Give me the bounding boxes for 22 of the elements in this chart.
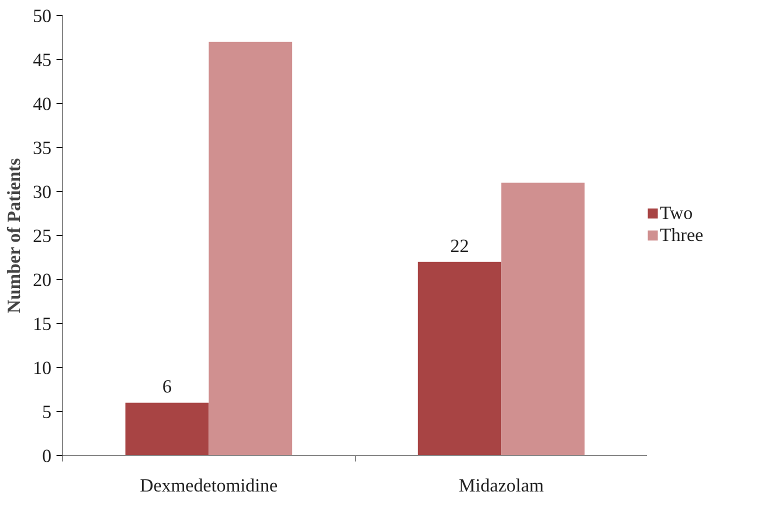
y-tick-label: 40: [32, 94, 52, 115]
data-label: 22: [450, 236, 469, 257]
y-axis-title: Number of Patients: [4, 158, 25, 314]
legend-label: Two: [660, 203, 693, 224]
y-tick-label: 45: [32, 50, 52, 71]
y-tick-label: 20: [32, 270, 52, 291]
bar: [418, 262, 502, 456]
data-label: 6: [162, 376, 172, 398]
y-tick-label: 15: [32, 314, 52, 335]
y-tick-label: 35: [32, 138, 52, 159]
y-tick-label: 30: [32, 182, 52, 203]
legend-label: Three: [660, 225, 704, 246]
x-tick-label: Midazolam: [458, 476, 544, 496]
y-tick-label: 10: [32, 358, 52, 379]
bar: [501, 182, 585, 456]
bar: [125, 402, 209, 456]
y-tick-label: 50: [32, 6, 52, 27]
y-tick-label: 5: [42, 402, 52, 423]
y-tick-label: 0: [42, 446, 52, 467]
y-tick-label: 25: [32, 226, 52, 247]
x-tick-label: Dexmedetomidine: [140, 476, 278, 496]
bar: [208, 42, 292, 456]
